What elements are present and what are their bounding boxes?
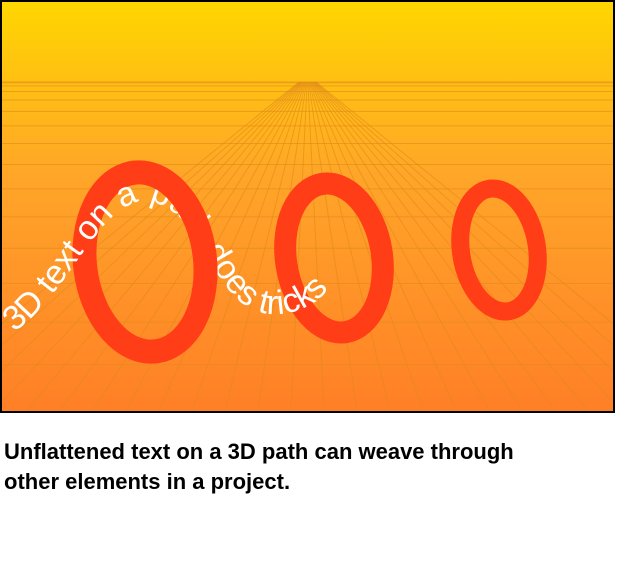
canvas-viewport: 3D text on a path does tricks [0, 0, 615, 413]
scene-svg: 3D text on a path does tricks [2, 2, 613, 411]
figure-caption: Unflattened text on a 3D path can weave … [0, 437, 560, 516]
